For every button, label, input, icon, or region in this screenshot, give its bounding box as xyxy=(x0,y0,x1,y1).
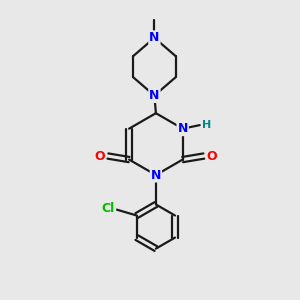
Text: Cl: Cl xyxy=(102,202,115,215)
Text: O: O xyxy=(207,149,218,163)
Text: N: N xyxy=(149,31,160,44)
Text: O: O xyxy=(94,149,105,163)
Text: N: N xyxy=(151,169,161,182)
Text: H: H xyxy=(202,120,212,130)
Text: N: N xyxy=(149,89,160,102)
Text: N: N xyxy=(178,122,188,135)
